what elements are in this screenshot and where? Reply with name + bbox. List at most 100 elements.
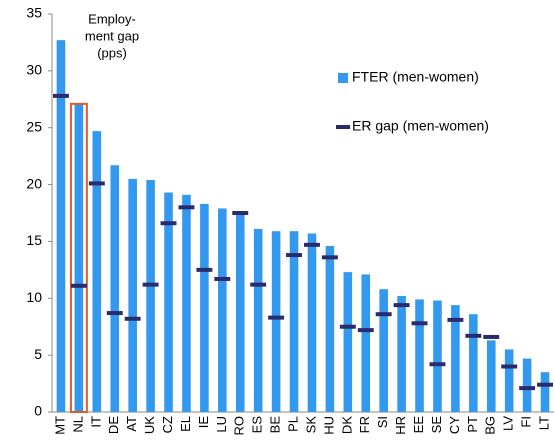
- y-tick-label: 0: [34, 403, 42, 419]
- x-tick-label: DE: [106, 416, 121, 434]
- bar: [379, 289, 388, 412]
- marker: [250, 282, 267, 287]
- bar: [164, 192, 173, 412]
- x-tick-label: SE: [429, 416, 444, 434]
- marker: [178, 205, 195, 210]
- bar: [325, 245, 335, 412]
- x-tick-label: HR: [393, 416, 408, 435]
- bar: [504, 349, 514, 412]
- bar: [218, 208, 227, 412]
- x-tick-label: CY: [447, 416, 462, 434]
- bar: [110, 165, 120, 412]
- marker: [232, 211, 249, 215]
- x-tick-label: CZ: [160, 416, 175, 433]
- marker: [106, 311, 123, 316]
- marker: [375, 312, 392, 317]
- legend-label: FTER (men-women): [352, 69, 479, 85]
- marker: [124, 316, 141, 321]
- marker: [160, 221, 177, 226]
- marker: [429, 362, 446, 367]
- annotation: Employ-: [88, 11, 136, 26]
- x-tick-label: BG: [483, 416, 498, 435]
- y-tick-label: 5: [34, 346, 42, 362]
- bar: [182, 194, 191, 412]
- bar: [451, 305, 460, 412]
- x-tick-label: FI: [519, 416, 534, 428]
- legend-swatch: [338, 73, 348, 83]
- marker: [321, 255, 338, 260]
- annotation: (pps): [97, 45, 127, 60]
- annotation: ment gap: [85, 28, 139, 43]
- marker: [501, 364, 518, 369]
- bar: [486, 340, 496, 412]
- x-tick-label: UK: [142, 416, 157, 434]
- y-tick-label: 30: [26, 62, 42, 78]
- marker: [142, 282, 159, 287]
- marker: [286, 253, 302, 258]
- x-tick-label: EE: [411, 416, 426, 434]
- marker: [393, 303, 410, 308]
- marker: [537, 382, 553, 387]
- x-tick-label: PL: [285, 416, 300, 432]
- x-tick-label: DK: [339, 416, 354, 434]
- highlight-box: [69, 102, 88, 413]
- marker: [411, 321, 428, 326]
- x-tick-label: LV: [501, 416, 516, 431]
- x-tick-label: HU: [321, 416, 336, 435]
- legend-label: ER gap (men-women): [352, 118, 489, 134]
- x-tick-label: ES: [250, 416, 265, 434]
- marker: [447, 317, 464, 322]
- marker: [268, 315, 285, 320]
- marker: [53, 93, 69, 98]
- marker: [304, 242, 320, 247]
- x-tick-label: EL: [178, 416, 193, 432]
- legend-swatch: [336, 125, 350, 129]
- bar: [56, 40, 66, 412]
- bar: [128, 178, 137, 412]
- bar: [361, 274, 371, 412]
- bar: [146, 180, 155, 412]
- x-tick-label: IE: [196, 416, 211, 429]
- bar: [343, 272, 353, 412]
- x-tick-label: LU: [214, 416, 229, 433]
- bar: [415, 299, 424, 412]
- x-tick-label: BE: [268, 416, 283, 434]
- bar: [74, 103, 84, 412]
- y-tick-label: 25: [26, 118, 42, 134]
- x-tick-label: PT: [465, 416, 480, 433]
- bar: [92, 131, 102, 412]
- marker: [465, 333, 482, 338]
- marker: [519, 386, 536, 391]
- x-tick-label: MT: [52, 416, 67, 435]
- bar: [235, 211, 245, 412]
- bar: [271, 231, 281, 412]
- y-tick-label: 10: [26, 289, 42, 305]
- x-tick-label: SK: [303, 416, 318, 434]
- y-tick-label: 20: [26, 175, 42, 191]
- x-tick-label: NL: [70, 416, 85, 433]
- y-tick-label: 15: [26, 232, 42, 248]
- x-tick-label: AT: [124, 416, 139, 432]
- marker: [88, 181, 105, 186]
- bar: [397, 296, 406, 412]
- bar: [253, 228, 263, 412]
- bar: [469, 314, 478, 412]
- marker: [339, 324, 356, 329]
- marker: [357, 328, 374, 333]
- x-tick-label: RO: [232, 416, 247, 436]
- bar: [289, 231, 299, 412]
- y-tick-label: 35: [26, 5, 42, 21]
- bar: [433, 300, 442, 412]
- bar: [200, 203, 209, 412]
- marker: [483, 334, 500, 339]
- bar: [307, 233, 317, 412]
- marker: [196, 267, 213, 272]
- x-tick-label: LT: [536, 416, 551, 430]
- x-tick-label: SI: [375, 416, 390, 428]
- marker: [214, 276, 231, 281]
- bar: [522, 358, 532, 412]
- marker: [70, 283, 87, 288]
- x-tick-label: IT: [88, 416, 103, 428]
- bar: [540, 372, 550, 412]
